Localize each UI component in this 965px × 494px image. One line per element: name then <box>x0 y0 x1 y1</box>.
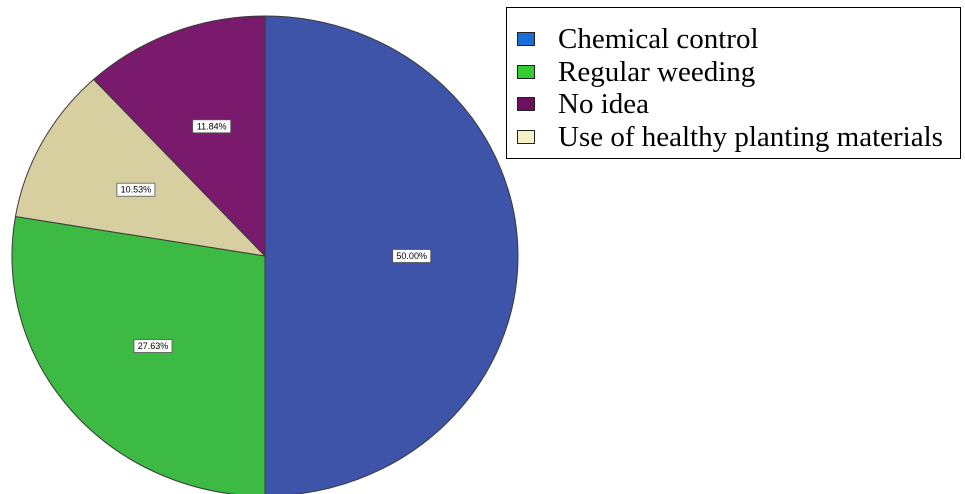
legend-label: No idea <box>558 88 649 120</box>
pie-data-labels: 50.00% 27.63% 10.53% 11.84% <box>116 119 432 353</box>
legend-swatch <box>517 130 535 144</box>
pie-data-label: 50.00% <box>392 249 432 263</box>
legend-item-regular-weeding: Regular weeding <box>517 56 755 88</box>
legend-label: Use of healthy planting materials <box>558 121 943 153</box>
legend-swatch <box>517 32 535 46</box>
pie-data-label-text: 27.63% <box>138 341 169 351</box>
legend-label: Chemical control <box>558 23 759 55</box>
pie-data-label-box <box>133 339 173 353</box>
pie-data-label-box <box>192 119 232 134</box>
pie-data-label-box <box>392 249 432 263</box>
legend-swatch <box>517 97 535 111</box>
pie-slice-chemical-control <box>264 15 519 494</box>
pie-slice-regular-weeding <box>11 215 266 494</box>
legend-item-no-idea: No idea <box>517 88 649 120</box>
legend-swatch <box>517 65 535 79</box>
pie-data-label: 11.84% <box>192 119 232 134</box>
legend-item-chemical-control: Chemical control <box>517 23 759 55</box>
pie-data-label-text: 11.84% <box>197 121 227 131</box>
pie-data-label-text: 10.53% <box>121 185 152 195</box>
pie-data-label: 27.63% <box>133 339 173 353</box>
pie-slice-no-idea <box>92 15 266 258</box>
pie-data-label: 10.53% <box>116 182 156 197</box>
pie-slice-use-of-healthy-planting-materials <box>14 78 267 257</box>
pie-slices <box>11 15 519 494</box>
legend-label: Regular weeding <box>558 56 756 88</box>
legend-item-healthy-planting-materials: Use of healthy planting materials <box>517 121 943 153</box>
chart-legend: Chemical control Regular weeding No idea… <box>506 7 961 159</box>
pie-data-label-text: 50.00% <box>396 251 427 261</box>
pie-data-label-box <box>116 182 156 197</box>
